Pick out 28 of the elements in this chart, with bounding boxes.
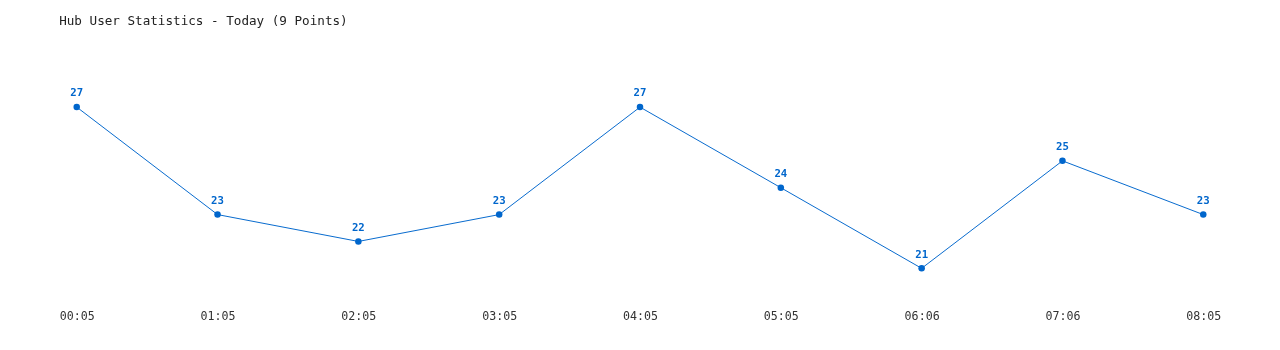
data-label: 21 bbox=[915, 247, 929, 261]
data-label: 27 bbox=[70, 86, 84, 100]
point bbox=[495, 211, 503, 218]
x-tick-label: 05:05 bbox=[763, 309, 799, 324]
x-tick-label: 06:06 bbox=[904, 309, 940, 324]
point bbox=[1200, 211, 1207, 218]
x-tick-label: 04:05 bbox=[622, 309, 659, 324]
data-label: 23 bbox=[1196, 193, 1210, 207]
chart-title: Hub User Statistics - Today (9 Points) bbox=[59, 12, 348, 28]
data-label: 23 bbox=[211, 193, 224, 207]
x-tick-label: 00:05 bbox=[59, 309, 95, 324]
x-tick-label: 02:05 bbox=[341, 309, 377, 324]
point bbox=[73, 103, 80, 111]
point bbox=[1059, 157, 1066, 165]
data-label: 22 bbox=[351, 220, 365, 234]
data-label: 24 bbox=[774, 167, 788, 181]
x-tick-label: 01:05 bbox=[200, 309, 236, 324]
x-tick-label: 08:05 bbox=[1186, 309, 1222, 324]
point bbox=[636, 103, 644, 111]
data-label: 25 bbox=[1056, 140, 1069, 154]
data-label: 27 bbox=[633, 86, 647, 100]
point bbox=[918, 265, 925, 272]
x-tick-label: 07:06 bbox=[1045, 309, 1081, 324]
point bbox=[777, 184, 785, 191]
point bbox=[214, 211, 221, 218]
point bbox=[355, 238, 362, 245]
x-tick-label: 03:05 bbox=[482, 309, 518, 324]
data-label: 23 bbox=[492, 193, 506, 207]
